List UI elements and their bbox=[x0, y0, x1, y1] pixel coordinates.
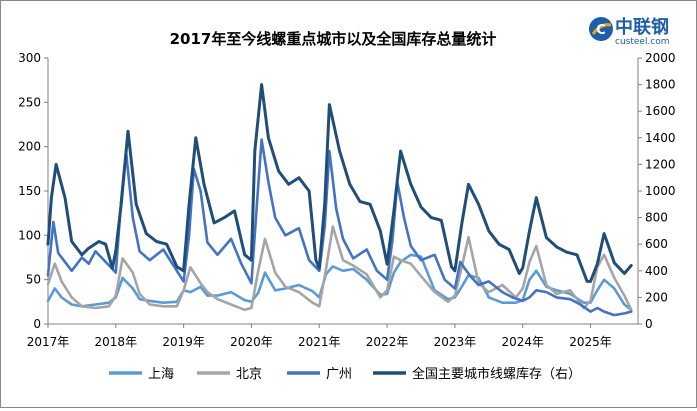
logo-mark-icon bbox=[589, 17, 613, 41]
y-right-tick-label: 800 bbox=[645, 211, 668, 225]
x-tick-label: 2025年 bbox=[569, 335, 612, 349]
x-tick-label: 2022年 bbox=[366, 335, 409, 349]
y-right-tick-label: 400 bbox=[645, 264, 668, 278]
y-left-tick-label: 50 bbox=[26, 273, 41, 287]
y-left-tick-label: 300 bbox=[18, 51, 41, 65]
legend-label: 北京 bbox=[236, 367, 262, 382]
y-right-tick-label: 2000 bbox=[645, 51, 676, 65]
y-left-tick-label: 150 bbox=[18, 184, 41, 198]
logo-sub-text: custeel.com bbox=[615, 37, 670, 47]
x-tick-label: 2018年 bbox=[95, 335, 138, 349]
logo-mark-letter: C bbox=[596, 23, 606, 38]
legend: 上海 北京 广州 全国主要城市线螺库存（右） bbox=[109, 366, 581, 382]
y-right-tick-label: 600 bbox=[645, 237, 668, 251]
x-tick-label: 2017年 bbox=[27, 335, 70, 349]
x-tick-label: 2020年 bbox=[230, 335, 273, 349]
y-right-tick-label: 1000 bbox=[645, 184, 676, 198]
y-left-tick-label: 250 bbox=[18, 95, 41, 109]
series-line-4 bbox=[46, 83, 633, 283]
x-tick-label: 2024年 bbox=[501, 335, 544, 349]
series-line-1 bbox=[46, 253, 633, 312]
x-tick-label: 2023年 bbox=[434, 335, 477, 349]
y-left-tick-label: 200 bbox=[18, 140, 41, 154]
logo: C 中联钢 custeel.com bbox=[589, 16, 670, 47]
y-right-tick-label: 0 bbox=[645, 317, 653, 331]
legend-label: 全国主要城市线螺库存（右） bbox=[412, 366, 581, 382]
y-right-tick-label: 200 bbox=[645, 290, 668, 304]
y-right-tick-label: 1200 bbox=[645, 157, 676, 171]
legend-label: 上海 bbox=[148, 367, 174, 382]
series-line-3 bbox=[46, 138, 633, 317]
logo-mark-swoosh bbox=[591, 23, 612, 35]
logo-main-text: 中联钢 bbox=[615, 16, 669, 38]
legend-label: 广州 bbox=[326, 367, 352, 382]
axes: 0 50 100 150 200 250 300 0 200 400 600 800 1000 1200 1… bbox=[18, 51, 675, 349]
series-lines bbox=[46, 83, 633, 317]
y-right-tick-label: 1400 bbox=[645, 131, 676, 145]
x-tick-label: 2021年 bbox=[298, 335, 341, 349]
y-right-tick-label: 1800 bbox=[645, 78, 676, 92]
x-tick-label: 2019年 bbox=[162, 335, 205, 349]
y-left-tick-label: 100 bbox=[18, 228, 41, 242]
y-right-tick-label: 1600 bbox=[645, 104, 676, 118]
y-left-tick-label: 0 bbox=[33, 317, 41, 331]
series-line-2 bbox=[46, 225, 633, 312]
chart-title: 2017年至今线螺重点城市以及全国库存总量统计 bbox=[170, 30, 497, 48]
